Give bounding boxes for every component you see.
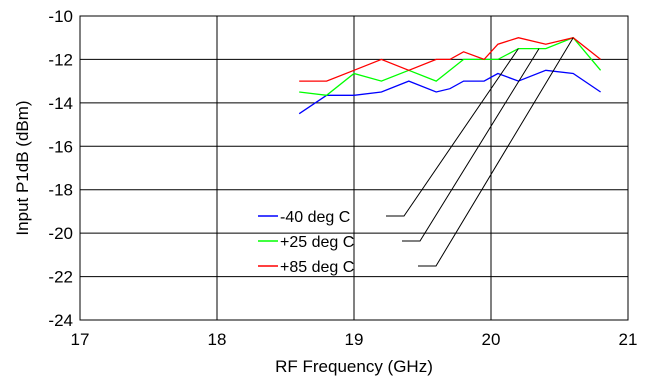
tick-labels: 17 18 19 20 21 -24 -22 -20 -18 -16 -14 -12 -10	[48, 7, 637, 349]
y-tick-label: -18	[48, 181, 73, 200]
y-tick-label: -12	[48, 50, 73, 69]
series-line-2	[299, 36, 602, 96]
x-tick-label: 17	[71, 330, 90, 349]
legend-leader-line	[386, 48, 519, 217]
y-tick-label: -16	[48, 137, 73, 156]
legend-label: +85 deg C	[280, 259, 354, 276]
series-lines	[298, 36, 602, 115]
legend-label: -40 deg C	[280, 209, 350, 226]
plot-frame	[79, 15, 629, 321]
x-tick-label: 18	[208, 330, 227, 349]
legend-leader-line	[418, 37, 574, 267]
x-tick-label: 20	[482, 330, 501, 349]
legend-leader-line	[402, 48, 540, 242]
x-tick-label: 21	[619, 330, 638, 349]
series-line-1	[298, 69, 601, 115]
legend-leaders	[386, 37, 574, 267]
y-tick-label: -14	[48, 94, 73, 113]
grid	[80, 16, 628, 320]
y-tick-label: -24	[48, 311, 73, 330]
y-tick-label: -10	[48, 7, 73, 26]
y-tick-label: -20	[48, 224, 73, 243]
y-axis-label: Input P1dB (dBm)	[13, 100, 32, 235]
legend-label: +25 deg C	[280, 234, 354, 251]
series-line-3	[299, 36, 602, 82]
y-tick-label: -22	[48, 268, 73, 287]
x-tick-label: 19	[345, 330, 364, 349]
x-axis-label: RF Frequency (GHz)	[275, 357, 433, 376]
legend: -40 deg C +25 deg C +85 deg C	[258, 209, 354, 276]
